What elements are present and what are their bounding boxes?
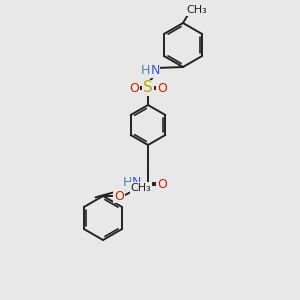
Text: H: H bbox=[140, 64, 150, 77]
Text: H: H bbox=[122, 176, 132, 190]
Text: O: O bbox=[157, 82, 167, 94]
Text: O: O bbox=[114, 190, 124, 202]
Text: N: N bbox=[150, 64, 160, 77]
Text: O: O bbox=[129, 82, 139, 94]
Text: S: S bbox=[143, 80, 153, 95]
Text: N: N bbox=[131, 176, 141, 190]
Text: CH₃: CH₃ bbox=[130, 183, 152, 193]
Text: CH₃: CH₃ bbox=[187, 5, 207, 15]
Text: O: O bbox=[157, 178, 167, 190]
